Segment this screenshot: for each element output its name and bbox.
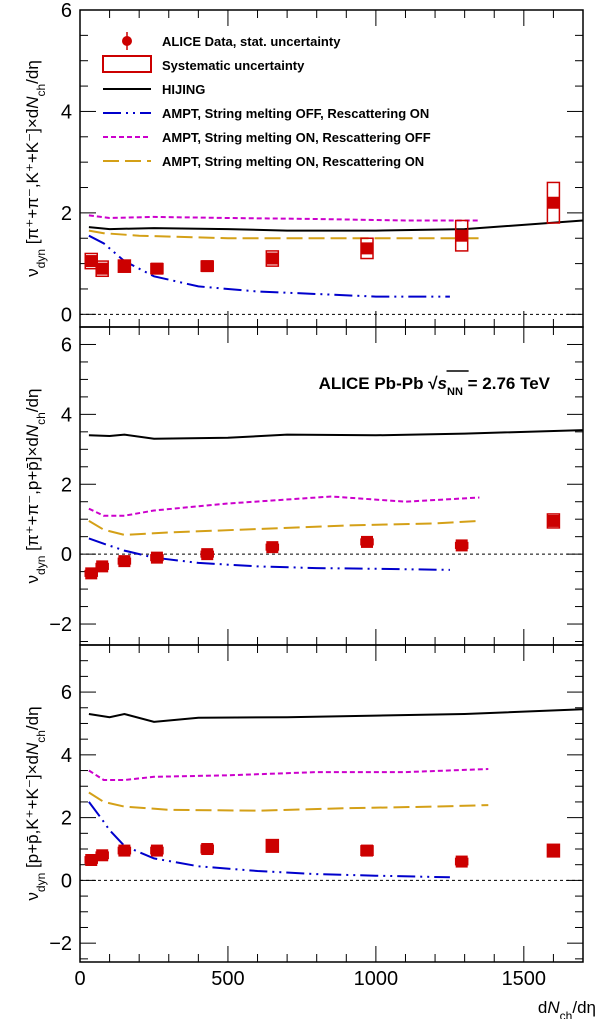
legend-label: ALICE Data, stat. uncertainty (162, 34, 341, 49)
panel-2: −2 0 2 4 6 νdyn [π⁺+π⁻,p+p̄]×dNch/dη (23, 326, 584, 646)
model-curve (88, 234, 450, 298)
y-tick-label: 0 (61, 544, 72, 566)
data-point (96, 560, 109, 573)
data-point (150, 262, 163, 275)
y-tick-label: −2 (49, 614, 72, 636)
model-curve (88, 708, 583, 723)
model-curve (88, 495, 480, 517)
data-point (455, 539, 468, 552)
data-point (266, 252, 279, 265)
model-curve (88, 791, 489, 812)
y-tick-label: 2 (61, 203, 72, 225)
y-axis-title: νdyn [π⁺+π⁻,K⁺+K⁻]×dNch/dη (23, 60, 48, 277)
model-curve (88, 214, 480, 222)
x-tick-label: 1500 (502, 968, 547, 990)
data-point (547, 514, 560, 527)
data-point (201, 260, 214, 273)
y-axis-title: νdyn [p+p̄,K⁺+K⁻]×dNch/dη (23, 706, 48, 900)
data-point (361, 844, 374, 857)
x-tick-label: 1000 (354, 968, 399, 990)
model-curve (88, 801, 450, 879)
x-tick-label: 0 (74, 968, 85, 990)
model-curve (88, 537, 450, 571)
legend-label: AMPT, String melting ON, Rescattering ON (162, 154, 424, 169)
model-curve (88, 519, 480, 536)
y-tick-label: 6 (61, 334, 72, 356)
plot-area (84, 429, 583, 580)
data-point (150, 844, 163, 857)
plot-frame (79, 644, 584, 963)
y-tick-label: 6 (61, 682, 72, 704)
energy-annotation: ALICE Pb-Pb √sNN = 2.76 TeV (319, 374, 551, 398)
y-tick-label: 6 (61, 0, 72, 22)
data-point (455, 855, 468, 868)
legend: ALICE Data, stat. uncertainty Systematic … (102, 32, 431, 169)
data-point (118, 555, 131, 568)
data-point (201, 843, 214, 856)
data-point (547, 844, 560, 857)
legend-symbol (102, 55, 152, 73)
model-curve (88, 219, 583, 232)
legend-label: Systematic uncertainty (162, 58, 305, 73)
data-point (150, 551, 163, 564)
data-point (201, 548, 214, 561)
data-point (547, 196, 560, 209)
y-tick-label: 4 (61, 101, 72, 123)
y-tick-label: 2 (61, 474, 72, 496)
model-curve (88, 229, 480, 240)
data-point (118, 260, 131, 273)
plot-area (84, 708, 583, 879)
y-tick-label: 0 (61, 304, 72, 326)
y-axis-title: νdyn [π⁺+π⁻,p+p̄]×dNch/dη (23, 389, 48, 584)
panel-3: −2 0 2 4 6 νdyn [p+p̄,K⁺+K⁻]×dNch/dη (23, 644, 584, 963)
data-point (85, 853, 98, 866)
y-tick-label: 4 (61, 745, 72, 767)
legend-symbol (122, 36, 132, 46)
y-tick-label: −2 (49, 933, 72, 955)
y-tick-label: 2 (61, 808, 72, 830)
x-tick-label: 500 (211, 968, 244, 990)
legend-label: AMPT, String melting OFF, Rescattering O… (162, 106, 429, 121)
legend-label: AMPT, String melting ON, Rescattering OF… (162, 130, 431, 145)
data-point (361, 535, 374, 548)
legend-label: HIJING (162, 82, 205, 97)
model-curve (88, 429, 583, 440)
model-curve (88, 768, 489, 781)
data-point (361, 242, 374, 255)
data-point (85, 567, 98, 580)
data-point (96, 262, 109, 275)
data-point (266, 839, 279, 852)
data-point (455, 229, 468, 242)
data-point (96, 849, 109, 862)
data-point (266, 541, 279, 554)
x-axis-title: dNch/dη (538, 998, 596, 1019)
y-tick-label: 4 (61, 404, 72, 426)
y-tick-label: 0 (61, 870, 72, 892)
data-point (118, 844, 131, 857)
data-point (85, 255, 98, 268)
plot-area (84, 181, 583, 298)
